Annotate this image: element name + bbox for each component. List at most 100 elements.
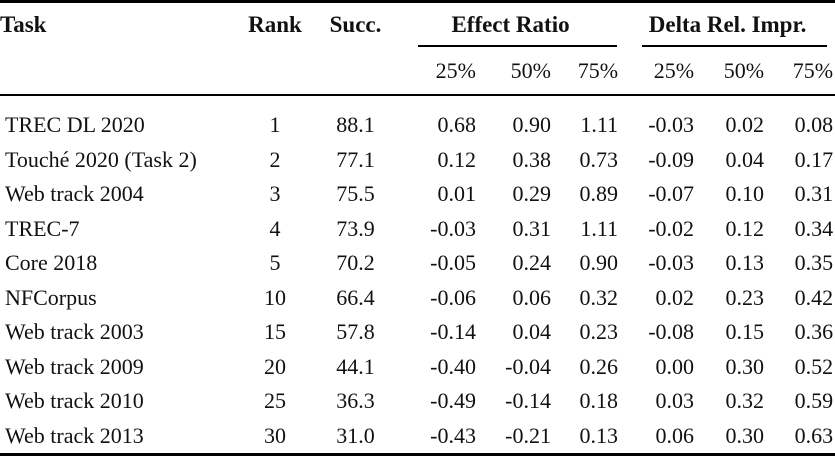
cell-dri-25: -0.08 <box>648 319 695 345</box>
cell-er-50: 0.24 <box>512 250 552 276</box>
cell-rank: 15 <box>264 319 286 345</box>
cell-er-75: 0.26 <box>579 353 619 379</box>
cell-er-50: 0.04 <box>512 319 552 345</box>
cell-dri-25: 0.06 <box>620 418 697 456</box>
col-group-effect-ratio-label: Effect Ratio <box>451 12 570 37</box>
table-row: NFCorpus 10 66.4 -0.06 0.06 0.32 0.02 0.… <box>0 281 835 316</box>
col-header-er-50: 50% <box>478 47 553 96</box>
table-header: Task Rank Succ. Effect Ratio Delta Rel. … <box>0 0 835 96</box>
cell-task: Web track 2013 <box>0 418 240 456</box>
col-group-delta-rel-impr: Delta Rel. Impr. <box>620 0 835 47</box>
empty-cell <box>0 47 240 96</box>
cell-dri-50: 0.12 <box>725 215 765 241</box>
cell-er-75: 1.11 <box>580 215 619 241</box>
header-row-quantiles: 25% 50% 75% 25% 50% 75% <box>0 47 835 96</box>
cell-er-25: -0.49 <box>430 388 476 414</box>
cell-er-75: 0.23 <box>579 319 619 345</box>
cell-dri-50: 0.10 <box>725 181 765 207</box>
cell-dri-75: 0.52 <box>794 353 834 379</box>
cell-rank: 20 <box>264 353 286 379</box>
cell-dri-75: 0.59 <box>794 388 834 414</box>
cell-er-75: 0.89 <box>579 181 619 207</box>
cell-dri-75: 0.34 <box>794 215 834 241</box>
cell-succ: 88.1 <box>336 112 375 138</box>
cell-er-75: 1.11 <box>580 112 619 138</box>
cell-succ: 31.0 <box>310 418 401 456</box>
cell-dri-25: 0.02 <box>655 284 695 310</box>
empty-cell <box>310 47 401 96</box>
col-header-dri-75: 75% <box>766 47 835 96</box>
cell-dri-50: 0.15 <box>725 319 765 345</box>
cell-dri-75: 0.08 <box>794 112 834 138</box>
table-row: Core 2018 5 70.2 -0.05 0.24 0.90 -0.03 0… <box>0 246 835 281</box>
cell-dri-25: -0.09 <box>648 146 695 172</box>
cell-dri-75: 0.17 <box>794 146 834 172</box>
cell-task: Web track 2009 <box>5 353 144 379</box>
delta-rel-impr-rule <box>642 45 828 47</box>
cell-er-50: 0.38 <box>512 146 552 172</box>
col-group-effect-ratio: Effect Ratio <box>401 0 621 47</box>
table-row: Web track 2009 20 44.1 -0.40 -0.04 0.26 … <box>0 350 835 385</box>
cell-dri-25: -0.02 <box>648 215 695 241</box>
col-header-succ: Succ. <box>310 0 401 47</box>
cell-task: Web track 2003 <box>5 319 144 345</box>
col-group-delta-rel-impr-label: Delta Rel. Impr. <box>648 12 807 37</box>
cell-er-50: 0.29 <box>512 181 552 207</box>
col-header-dri-50: 50% <box>696 47 767 96</box>
cell-dri-75: 0.36 <box>794 319 834 345</box>
cell-rank: 5 <box>269 250 281 276</box>
cell-rank: 2 <box>269 146 281 172</box>
cell-er-25: -0.05 <box>430 250 476 276</box>
cell-succ: 36.3 <box>336 388 375 414</box>
cell-dri-25: -0.07 <box>648 181 695 207</box>
empty-cell <box>240 47 310 96</box>
cell-er-75: 0.73 <box>579 146 619 172</box>
cell-task: NFCorpus <box>5 284 97 310</box>
cell-succ: 44.1 <box>336 353 375 379</box>
table-body: TREC DL 2020 1 88.1 0.68 0.90 1.11 -0.03… <box>0 95 835 456</box>
cell-rank: 10 <box>264 284 286 310</box>
cell-dri-50: 0.32 <box>725 388 765 414</box>
cell-er-25: -0.06 <box>430 284 476 310</box>
cell-rank: 4 <box>269 215 281 241</box>
cell-er-75: 0.32 <box>579 284 619 310</box>
cell-er-50: 0.90 <box>512 112 552 138</box>
cell-er-25: -0.03 <box>430 215 476 241</box>
cell-task: TREC-7 <box>5 215 80 241</box>
results-table: Task Rank Succ. Effect Ratio Delta Rel. … <box>0 0 835 456</box>
cell-succ: 77.1 <box>336 146 375 172</box>
table-row: Touché 2020 (Task 2) 2 77.1 0.12 0.38 0.… <box>0 143 835 178</box>
cell-er-50: 0.06 <box>512 284 552 310</box>
cell-dri-50: 0.30 <box>696 418 767 456</box>
cell-rank: 25 <box>264 388 286 414</box>
cell-dri-25: -0.03 <box>648 250 695 276</box>
cell-er-25: -0.40 <box>430 353 476 379</box>
cell-er-75: 0.18 <box>579 388 619 414</box>
cell-er-25: -0.14 <box>430 319 476 345</box>
cell-dri-75: 0.42 <box>794 284 834 310</box>
cell-succ: 70.2 <box>336 250 375 276</box>
cell-dri-50: 0.23 <box>725 284 765 310</box>
header-row-groups: Task Rank Succ. Effect Ratio Delta Rel. … <box>0 0 835 47</box>
cell-rank: 3 <box>269 181 281 207</box>
cell-dri-75: 0.31 <box>794 181 834 207</box>
cell-task: TREC DL 2020 <box>5 112 145 138</box>
col-header-rank: Rank <box>240 0 310 47</box>
cell-er-50: -0.21 <box>478 418 553 456</box>
table-row: Web track 2010 25 36.3 -0.49 -0.14 0.18 … <box>0 384 835 419</box>
cell-dri-50: 0.04 <box>725 146 765 172</box>
table-row: TREC DL 2020 1 88.1 0.68 0.90 1.11 -0.03… <box>0 108 835 143</box>
cell-rank: 30 <box>240 418 310 456</box>
cell-dri-50: 0.02 <box>725 112 765 138</box>
col-header-dri-25: 25% <box>620 47 697 96</box>
cell-succ: 57.8 <box>336 319 375 345</box>
cell-dri-75: 0.35 <box>794 250 834 276</box>
cell-task: Web track 2004 <box>5 181 144 207</box>
cell-succ: 66.4 <box>336 284 375 310</box>
table-row: TREC-7 4 73.9 -0.03 0.31 1.11 -0.02 0.12… <box>0 212 835 247</box>
cell-er-25: 0.01 <box>437 181 477 207</box>
table-row: Web track 2004 3 75.5 0.01 0.29 0.89 -0.… <box>0 177 835 212</box>
cell-dri-50: 0.30 <box>725 353 765 379</box>
cell-er-75: 0.13 <box>553 418 621 456</box>
cell-dri-25: 0.03 <box>655 388 695 414</box>
